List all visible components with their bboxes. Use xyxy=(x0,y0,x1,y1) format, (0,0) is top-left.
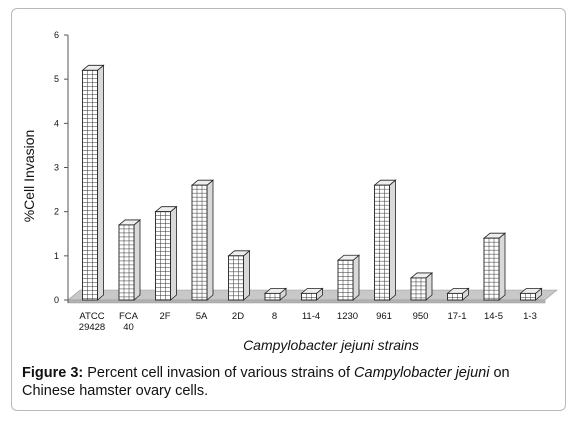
bar-side xyxy=(133,219,141,301)
category-label: 8 xyxy=(272,311,277,322)
category-label: ATCC xyxy=(79,311,104,322)
caption-text-after: on Chinese hamster ovary cells. xyxy=(22,365,510,399)
bar xyxy=(190,179,215,301)
caption-label: Figure 3: xyxy=(22,365,84,381)
caption-species: Campylobacter jejuni xyxy=(354,365,490,381)
bar-grid-pattern xyxy=(82,70,98,300)
bar xyxy=(519,287,543,301)
bar xyxy=(482,232,507,301)
category-label: 5A xyxy=(196,311,208,322)
bar-side xyxy=(97,64,104,301)
bar-front xyxy=(82,69,98,301)
bar-front xyxy=(301,292,317,301)
bar-front xyxy=(447,292,463,301)
bar-front xyxy=(410,277,427,301)
bar-grid-pattern xyxy=(301,293,317,300)
bar-grid-pattern xyxy=(155,211,171,300)
y-tick-label: 4 xyxy=(54,118,59,128)
bar-side xyxy=(206,179,214,301)
category-label: 11-4 xyxy=(302,311,320,322)
bar-grid-pattern xyxy=(119,224,134,300)
bar xyxy=(81,64,105,301)
bar-front xyxy=(228,255,244,301)
bar-side xyxy=(389,179,396,301)
category-label: FCA xyxy=(119,311,139,322)
bar-side xyxy=(243,249,250,301)
bar xyxy=(263,287,288,301)
bar-side xyxy=(352,254,360,301)
y-tick-label: 1 xyxy=(54,251,59,261)
category-label: 40 xyxy=(123,322,134,333)
category-label: 2D xyxy=(232,311,244,322)
bar-grid-pattern xyxy=(228,255,244,301)
bar-front xyxy=(520,292,536,301)
category-label: 2F xyxy=(159,311,170,322)
bar-side xyxy=(498,232,506,301)
bar xyxy=(446,287,470,301)
figure-caption: Figure 3: Percent cell invasion of vario… xyxy=(22,364,562,400)
bar xyxy=(154,205,178,301)
category-label: 950 xyxy=(413,311,429,322)
bar-front xyxy=(374,184,390,301)
category-label: 1230 xyxy=(337,311,358,322)
bar-front xyxy=(118,224,135,301)
y-axis: 0 1 2 3 4 5 6 xyxy=(54,30,69,305)
bar xyxy=(300,287,324,301)
category-label: 17-1 xyxy=(447,311,466,322)
y-tick-label: 2 xyxy=(54,207,59,217)
x-axis-title: Campylobacter jejuni strains xyxy=(243,337,419,353)
y-tick-label: 0 xyxy=(54,295,59,305)
bar xyxy=(409,272,434,301)
category-label: 1-3 xyxy=(523,311,537,322)
bar-grid-pattern xyxy=(192,185,207,300)
y-tick-label: 5 xyxy=(54,74,59,84)
bar xyxy=(373,179,397,301)
category-label: 961 xyxy=(376,311,392,322)
bar-grid-pattern xyxy=(520,293,536,300)
bar-grid-pattern xyxy=(411,277,426,300)
bar-side xyxy=(170,205,177,301)
bar-grid-pattern xyxy=(374,185,390,300)
category-label: 14-5 xyxy=(484,311,503,322)
bar-front xyxy=(483,237,500,301)
bar-front xyxy=(264,292,281,301)
bar-grid-pattern xyxy=(265,293,280,300)
y-axis-title: %Cell Invasion xyxy=(21,130,37,223)
bar-grid-pattern xyxy=(447,293,463,300)
caption-text-before: Percent cell invasion of various strains… xyxy=(83,365,355,381)
bar xyxy=(227,249,251,301)
category-label: 29428 xyxy=(79,322,105,333)
bars xyxy=(81,64,543,301)
floor-front xyxy=(67,299,546,304)
bar-grid-pattern xyxy=(338,260,353,300)
y-tick-label: 3 xyxy=(54,163,59,173)
bar xyxy=(336,254,361,301)
bar-grid-pattern xyxy=(484,238,499,300)
bar xyxy=(117,219,142,301)
y-tick-label: 6 xyxy=(54,30,59,40)
bar-front xyxy=(191,184,208,301)
